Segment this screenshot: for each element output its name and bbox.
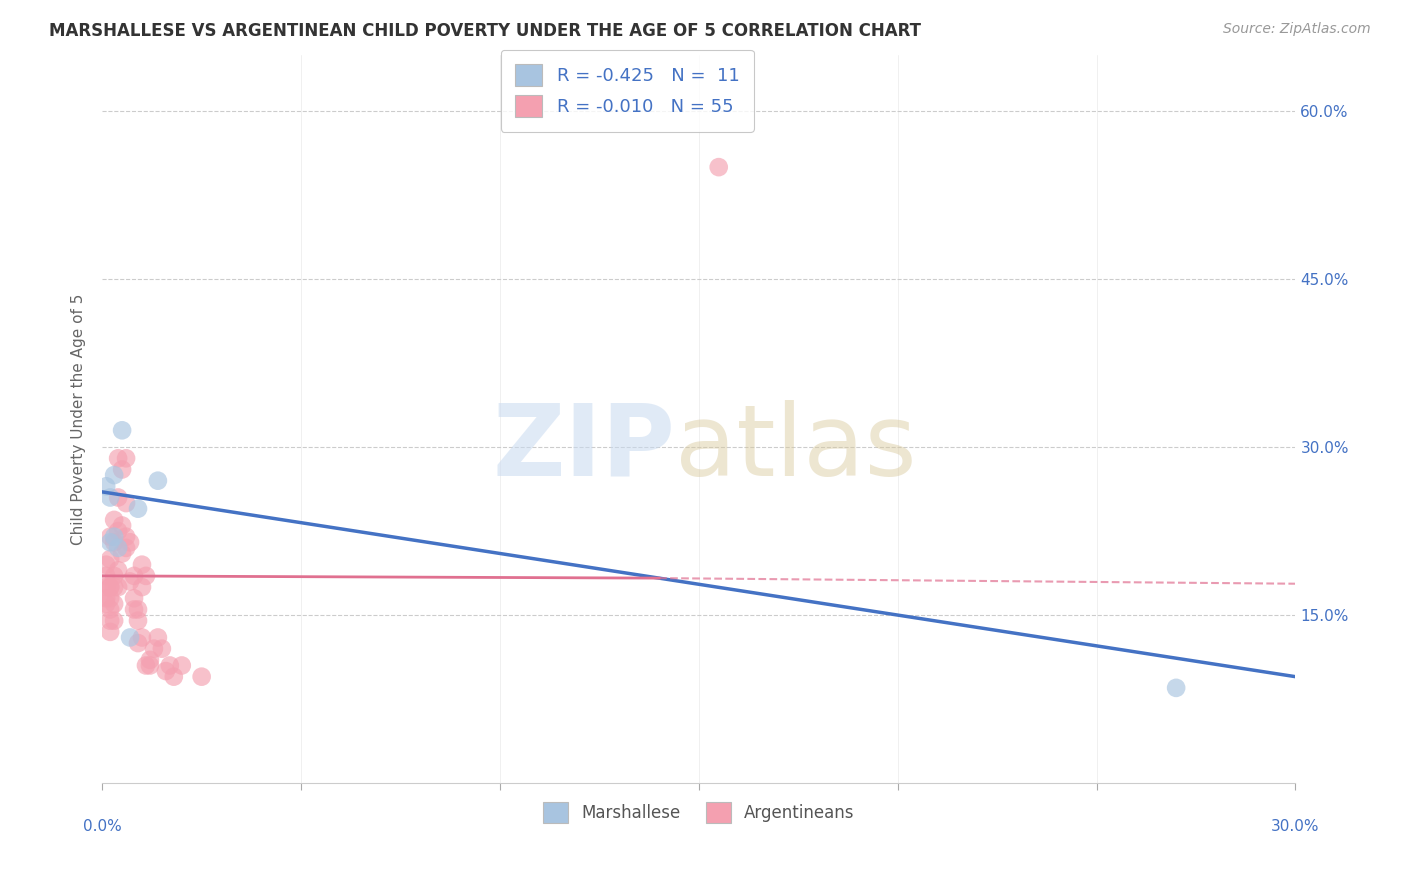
Point — [159, 658, 181, 673]
Point — [98, 530, 121, 544]
Y-axis label: Child Poverty Under the Age of 5: Child Poverty Under the Age of 5 — [72, 293, 86, 545]
Point — [107, 541, 129, 555]
Point — [103, 580, 125, 594]
Point — [98, 580, 121, 594]
Point — [150, 641, 173, 656]
Point — [98, 624, 121, 639]
Point — [118, 631, 141, 645]
Point — [115, 530, 138, 544]
Point — [107, 451, 129, 466]
Point — [107, 524, 129, 538]
Point — [96, 569, 118, 583]
Point — [111, 546, 134, 560]
Point — [103, 530, 125, 544]
Text: Source: ZipAtlas.com: Source: ZipAtlas.com — [1223, 22, 1371, 37]
Point — [127, 501, 149, 516]
Point — [131, 631, 153, 645]
Point — [170, 658, 193, 673]
Point — [127, 602, 149, 616]
Legend: Marshallese, Argentineans: Marshallese, Argentineans — [537, 796, 862, 830]
Point — [118, 574, 141, 589]
Point — [111, 462, 134, 476]
Point — [115, 496, 138, 510]
Point — [131, 580, 153, 594]
Point — [98, 491, 121, 505]
Point — [107, 491, 129, 505]
Point — [707, 160, 730, 174]
Point — [122, 591, 145, 606]
Point — [135, 658, 157, 673]
Point — [103, 614, 125, 628]
Point — [111, 423, 134, 437]
Point — [115, 541, 138, 555]
Text: ZIP: ZIP — [492, 400, 675, 497]
Point — [127, 614, 149, 628]
Point — [1166, 681, 1188, 695]
Point — [103, 569, 125, 583]
Point — [146, 631, 169, 645]
Point — [103, 513, 125, 527]
Point — [139, 653, 162, 667]
Point — [118, 535, 141, 549]
Text: 0.0%: 0.0% — [83, 820, 121, 834]
Point — [122, 602, 145, 616]
Point — [190, 670, 212, 684]
Point — [142, 641, 165, 656]
Point — [96, 479, 118, 493]
Point — [103, 535, 125, 549]
Point — [163, 670, 186, 684]
Point — [111, 518, 134, 533]
Point — [96, 597, 118, 611]
Point — [98, 535, 121, 549]
Point — [139, 658, 162, 673]
Point — [122, 569, 145, 583]
Point — [96, 591, 118, 606]
Text: 30.0%: 30.0% — [1271, 820, 1320, 834]
Point — [107, 580, 129, 594]
Point — [127, 636, 149, 650]
Point — [96, 580, 118, 594]
Point — [131, 558, 153, 572]
Point — [98, 602, 121, 616]
Text: atlas: atlas — [675, 400, 917, 497]
Point — [103, 597, 125, 611]
Point — [135, 569, 157, 583]
Point — [107, 563, 129, 577]
Point — [103, 468, 125, 483]
Text: MARSHALLESE VS ARGENTINEAN CHILD POVERTY UNDER THE AGE OF 5 CORRELATION CHART: MARSHALLESE VS ARGENTINEAN CHILD POVERTY… — [49, 22, 921, 40]
Point — [96, 558, 118, 572]
Point — [146, 474, 169, 488]
Point — [98, 552, 121, 566]
Point — [98, 614, 121, 628]
Point — [155, 664, 177, 678]
Point — [98, 591, 121, 606]
Point — [115, 451, 138, 466]
Point — [98, 580, 121, 594]
